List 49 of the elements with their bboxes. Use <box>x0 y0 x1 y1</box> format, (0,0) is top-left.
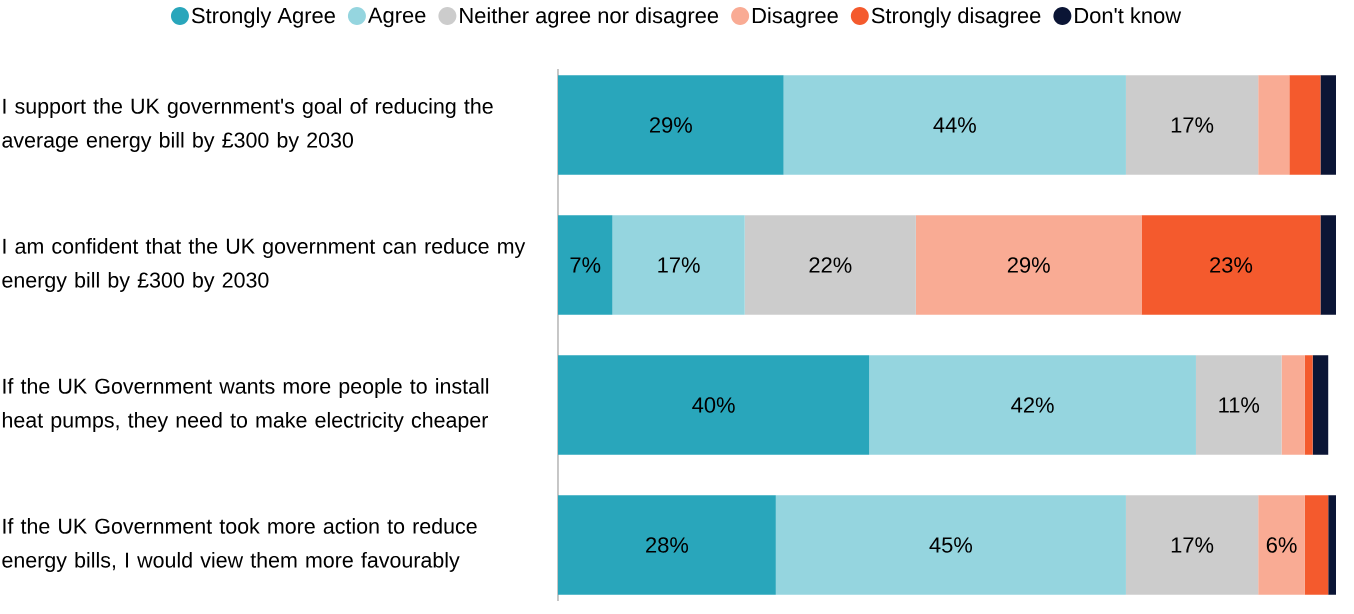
legend-label: Neither agree nor disagree <box>460 7 719 28</box>
data-label: 22% <box>809 257 852 273</box>
bar <box>1195 355 1282 455</box>
data-label: 17% <box>1171 537 1214 553</box>
bar <box>1258 495 1305 595</box>
bar <box>1320 215 1336 315</box>
legend-label: Agree <box>367 7 426 28</box>
data-label: 29% <box>649 117 692 133</box>
bar <box>915 215 1142 315</box>
data-label: 23% <box>1210 257 1253 273</box>
bar <box>1281 355 1305 455</box>
bar <box>557 495 776 595</box>
data-label: 7% <box>570 257 601 273</box>
bar <box>557 215 613 315</box>
y-tick-label: I support the UK government's goal of reducing the average energy bill by £300 by 2030 <box>2 98 493 152</box>
bar <box>1328 495 1336 595</box>
legend-label: Disagree <box>752 7 838 28</box>
legend-label: Strongly disagree <box>871 7 1041 28</box>
bar <box>783 75 1126 175</box>
legend-label: Don't know <box>1075 7 1182 24</box>
bar <box>557 355 870 455</box>
bar <box>612 215 745 315</box>
bar <box>744 215 916 315</box>
data-label: 29% <box>1007 257 1050 273</box>
data-label: 45% <box>929 537 973 553</box>
data-label: 28% <box>646 537 689 553</box>
bar <box>1141 215 1321 315</box>
y-tick-label: If the UK Government wants more people to install heat pumps, they need to make electricity cheaper <box>2 378 489 432</box>
bar <box>1125 75 1259 175</box>
data-label: 42% <box>1011 397 1054 413</box>
data-label: 6% <box>1266 537 1297 553</box>
bar <box>1320 75 1336 175</box>
bar <box>1125 495 1259 595</box>
bar <box>1304 355 1313 455</box>
data-label: 17% <box>658 257 700 273</box>
bar <box>1258 75 1290 175</box>
data-label: 44% <box>933 117 976 133</box>
bar <box>869 355 1196 455</box>
y-tick-label: I am confident that the UK government can reduce my energy bill by £300 by 2030 <box>2 238 526 292</box>
data-label: 40% <box>692 397 735 413</box>
bar <box>1312 355 1329 455</box>
data-label: 17% <box>1171 117 1214 133</box>
bar <box>557 75 784 175</box>
legend-label: Strongly Agree <box>191 7 335 28</box>
bar <box>1304 495 1329 595</box>
data-label: 11% <box>1219 397 1260 413</box>
bar <box>775 495 1126 595</box>
y-tick-label: If the UK Government took more action to reduce energy bills, I would view them more favourably <box>2 518 477 572</box>
bar <box>1289 75 1321 175</box>
